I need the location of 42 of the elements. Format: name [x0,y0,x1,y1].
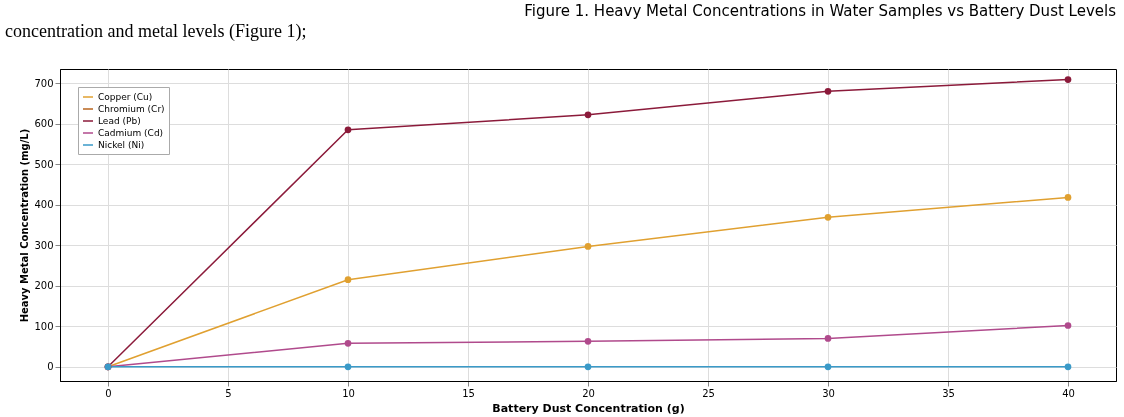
legend-label: Chromium (Cr) [98,104,165,114]
point [1064,322,1072,329]
y-tick-label: 400 [34,199,54,211]
legend-label: Copper (Cu) [98,92,153,102]
x-axis-title: Battery Dust Concentration (g) [492,401,685,415]
x-tick-label: 15 [462,387,475,399]
y-axis-title: Heavy Metal Concentration (mg/L) [19,128,31,323]
y-tick-label: 500 [34,158,54,170]
point [824,213,832,221]
point [584,337,592,345]
point [1064,363,1072,371]
text: concentration and metal levels (Figure 1); [5,21,307,42]
y-tick-label: 0 [47,361,54,373]
point [584,243,592,250]
y-tick-label: 700 [34,77,54,89]
x-tick-label: 40 [1062,387,1075,399]
point [344,363,352,371]
y-tick-label: 200 [34,280,54,292]
point [344,126,352,134]
point [824,363,832,371]
legend-label: Lead (Pb) [98,116,141,126]
x-tick-label: 20 [582,387,595,399]
chart-title: Figure 1. Heavy Metal Concentrations in Water Samples vs Battery Dust Levels [524,2,1117,20]
point [824,335,832,342]
point [824,87,832,95]
x-tick-label: 30 [822,387,835,399]
y-tick-label: 300 [34,239,54,251]
point [344,276,352,284]
x-tick-label: 35 [942,387,955,399]
point [584,363,592,371]
legend-label: Nickel (Ni) [98,140,145,150]
point [584,111,592,119]
legend-label: Cadmium (Cd) [98,128,164,138]
x-tick-label: 5 [225,387,232,399]
point [1064,76,1072,83]
point [344,339,352,347]
y-tick-label: 600 [34,118,54,130]
x-tick-label: 25 [702,387,715,399]
x-tick-label: 10 [342,387,355,399]
x-tick-label: 0 [105,387,112,399]
y-tick-label: 100 [34,320,54,332]
point [1064,194,1072,201]
